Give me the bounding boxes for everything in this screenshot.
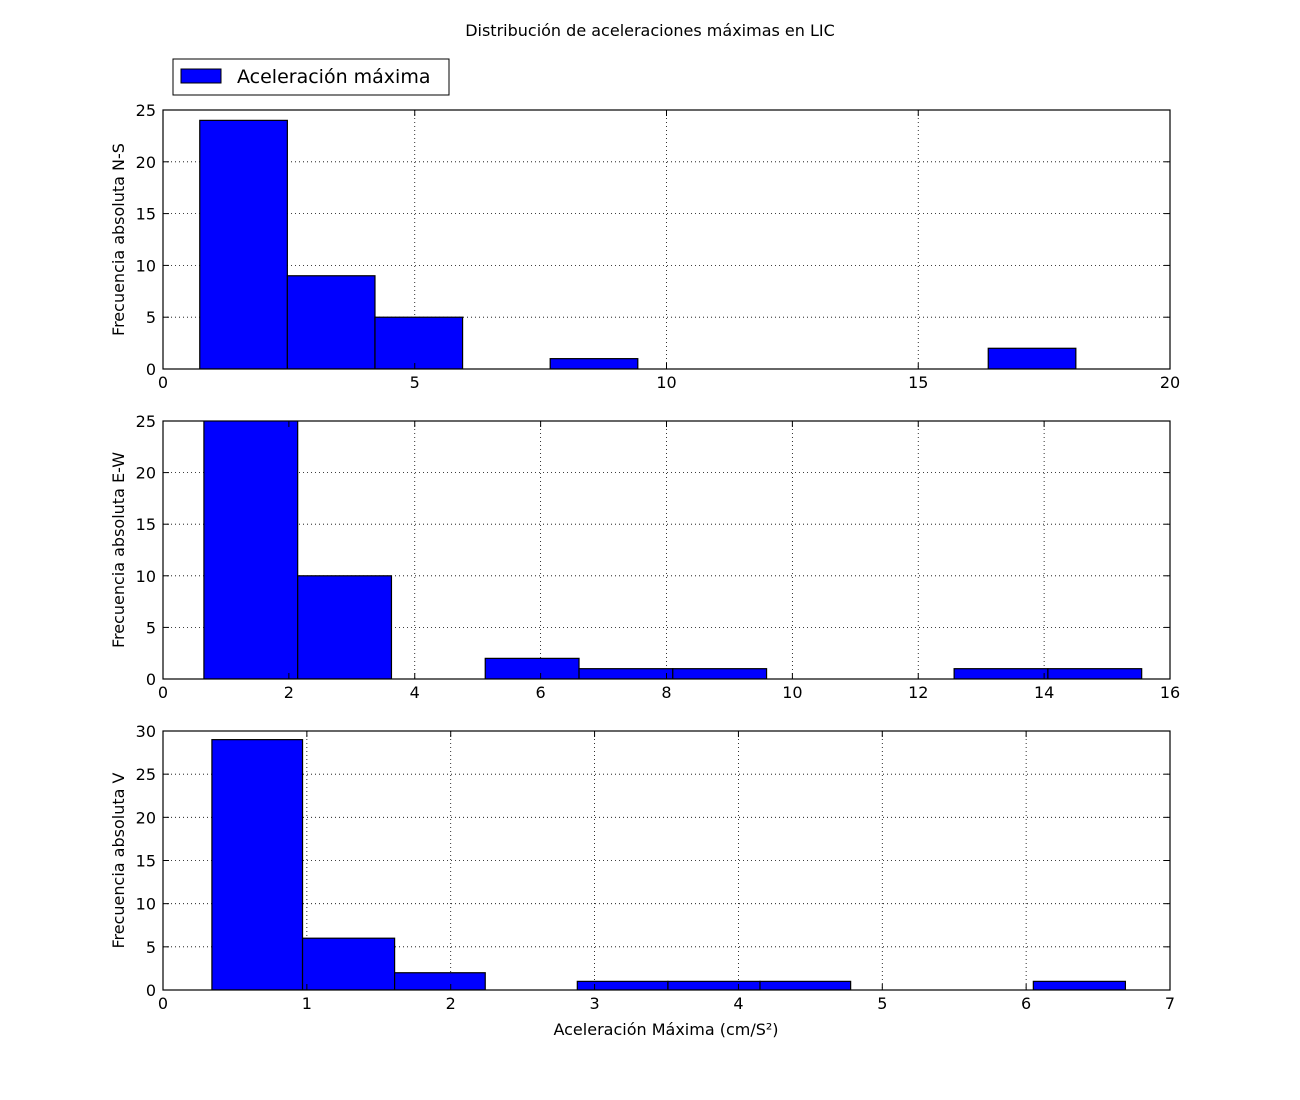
x-tick-label: 5 [877,994,887,1013]
y-tick-label: 30 [136,722,156,741]
y-tick-label: 10 [136,256,156,275]
histogram-bar [374,316,464,369]
legend: Aceleración máxima [172,58,450,96]
panel-v: 0 1 2 3 4 5 6 7 0 5 10 15 20 25 30 Frecuencia absoluta … [109,722,1175,1013]
x-tick-label: 0 [158,373,168,392]
x-tick-label: 12 [908,683,928,702]
x-tick-label: 1 [302,994,312,1013]
histogram-bar [203,421,299,679]
x-tick-label: 8 [661,683,671,702]
histogram-bar [297,575,393,679]
y-tick-label: 0 [146,981,156,1000]
x-tick-label: 4 [410,683,420,702]
panel-ew: 0 2 4 6 8 10 12 14 16 0 5 10 15 20 25 Frecuencia absolu… [109,412,1180,702]
histogram-bar [578,668,674,679]
x-tick-label: 5 [410,373,420,392]
y-axis-label-ew: Frecuencia absoluta E-W [109,452,128,648]
histogram-bar [484,657,580,679]
histogram-bar [987,347,1077,369]
y-tick-label: 0 [146,670,156,689]
x-tick-label: 10 [782,683,802,702]
histogram-bar [394,972,486,990]
x-tick-label: 10 [656,373,676,392]
y-tick-label: 25 [136,412,156,431]
figure-title: Distribución de aceleraciones máximas en… [465,21,835,40]
x-axis-label: Aceleración Máxima (cm/S²) [553,1020,778,1039]
y-tick-label: 10 [136,895,156,914]
histogram-bar [953,668,1049,679]
x-tick-label: 3 [589,994,599,1013]
y-tick-label: 15 [136,852,156,871]
y-tick-label: 20 [136,808,156,827]
x-tick-label: 2 [446,994,456,1013]
y-tick-label: 10 [136,567,156,586]
histogram-bar [672,668,768,679]
y-tick-label: 20 [136,153,156,172]
x-tick-label: 2 [284,683,294,702]
x-tick-label: 0 [158,994,168,1013]
x-tick-label: 15 [908,373,928,392]
x-tick-label: 20 [1160,373,1180,392]
x-tick-label: 16 [1160,683,1180,702]
x-tick-label: 4 [733,994,743,1013]
histogram-bar [286,275,376,369]
y-tick-label: 5 [146,308,156,327]
histogram-bar [1032,980,1127,990]
x-tick-label: 6 [536,683,546,702]
panel-ns: 0 5 10 15 20 0 5 10 15 20 25 Frecuencia absoluta N-… [109,101,1180,392]
x-tick-label: 14 [1034,683,1054,702]
bars [203,421,1143,679]
legend-label: Aceleración máxima [237,66,430,88]
histogram-bar [211,739,304,990]
x-tick-label: 7 [1165,994,1175,1013]
x-tick-label: 0 [158,683,168,702]
bars [199,119,1077,369]
y-tick-label: 5 [146,618,156,637]
y-axis-label-v: Frecuencia absoluta V [109,772,128,948]
y-tick-label: 20 [136,464,156,483]
histogram-bar [576,980,669,990]
histogram-bar [1047,668,1143,679]
histogram-bar [759,980,852,990]
legend-swatch [180,68,222,84]
histogram-bar [301,937,396,990]
y-axis-label-ns: Frecuencia absoluta N-S [109,143,128,336]
y-tick-label: 25 [136,101,156,120]
y-tick-label: 5 [146,938,156,957]
x-tick-label: 6 [1021,994,1031,1013]
y-tick-label: 0 [146,360,156,379]
histogram-bar [199,119,288,369]
y-tick-label: 25 [136,765,156,784]
y-tick-label: 15 [136,205,156,224]
histogram-bar [549,358,639,369]
bars [211,739,1127,990]
y-tick-label: 15 [136,515,156,534]
histogram-bar [667,980,761,990]
